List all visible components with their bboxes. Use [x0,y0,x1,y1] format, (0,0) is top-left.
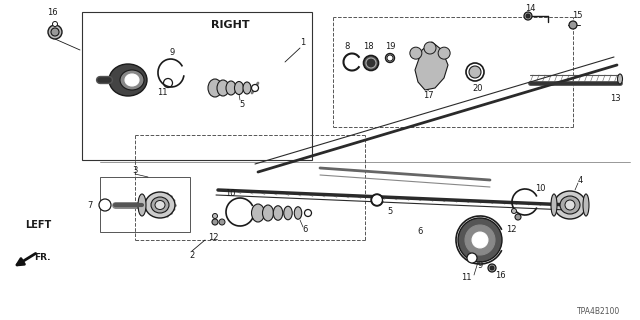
Ellipse shape [294,207,301,219]
Ellipse shape [385,53,394,62]
Ellipse shape [364,55,378,70]
Circle shape [51,28,59,36]
Text: 17: 17 [422,91,433,100]
Circle shape [472,232,488,248]
Circle shape [163,78,173,87]
Text: 12: 12 [506,226,516,235]
Circle shape [52,21,58,27]
Circle shape [515,214,521,220]
Text: 18: 18 [363,42,373,51]
Ellipse shape [273,206,283,220]
Polygon shape [415,42,448,90]
Ellipse shape [109,64,147,96]
Ellipse shape [305,210,312,217]
Text: 9: 9 [477,260,483,269]
Circle shape [371,195,383,205]
Text: 6: 6 [417,228,422,236]
Ellipse shape [120,70,144,90]
Bar [82,12,312,160]
Ellipse shape [366,58,376,68]
Text: 20: 20 [473,84,483,92]
Ellipse shape [155,201,165,210]
Text: 7: 7 [87,201,93,210]
Ellipse shape [565,200,575,210]
Ellipse shape [554,191,586,219]
Text: 15: 15 [572,11,582,20]
Circle shape [511,209,516,213]
Circle shape [490,266,494,270]
Ellipse shape [243,82,251,94]
Text: 14: 14 [525,4,535,12]
Ellipse shape [138,194,146,216]
Text: 10: 10 [535,183,545,193]
Ellipse shape [387,55,393,61]
Text: 1: 1 [300,37,306,46]
Text: 8: 8 [344,42,349,51]
Ellipse shape [125,74,139,86]
Text: 6: 6 [302,226,308,235]
Text: 13: 13 [610,93,620,102]
Circle shape [526,14,530,18]
Text: 16: 16 [47,7,58,17]
Text: TPA4B2100: TPA4B2100 [577,308,620,316]
Text: 4: 4 [577,175,582,185]
Circle shape [488,264,496,272]
Ellipse shape [551,194,557,216]
Circle shape [219,219,225,225]
Ellipse shape [217,80,229,96]
Text: FR.: FR. [34,253,51,262]
Text: 5: 5 [387,206,392,215]
Circle shape [410,47,422,59]
Circle shape [212,213,218,219]
Circle shape [569,21,577,29]
Ellipse shape [466,63,484,81]
Text: 3: 3 [132,165,138,174]
Ellipse shape [151,197,169,213]
Circle shape [424,42,436,54]
Ellipse shape [252,84,259,92]
Circle shape [458,218,502,262]
Bar [100,177,190,232]
Ellipse shape [208,79,222,97]
Circle shape [48,25,62,39]
Circle shape [467,253,477,263]
Ellipse shape [583,194,589,216]
Text: LEFT: LEFT [25,220,51,230]
Circle shape [438,47,450,59]
Text: 10: 10 [225,189,236,198]
Ellipse shape [618,74,623,84]
Circle shape [99,199,111,211]
Text: 16: 16 [495,271,506,281]
Circle shape [524,12,532,20]
Ellipse shape [234,82,243,94]
Circle shape [212,219,218,225]
Ellipse shape [226,81,236,95]
Ellipse shape [252,204,264,222]
Ellipse shape [262,205,273,221]
Text: 9: 9 [170,47,175,57]
Text: 12: 12 [208,234,218,243]
Text: RIGHT: RIGHT [211,20,250,30]
Ellipse shape [284,206,292,220]
Text: 2: 2 [189,251,195,260]
Ellipse shape [469,66,481,78]
Ellipse shape [145,192,175,218]
Text: 11: 11 [461,274,471,283]
Text: 11: 11 [157,87,167,97]
Ellipse shape [560,196,580,214]
Text: 5: 5 [239,100,244,108]
Text: 19: 19 [385,42,396,51]
Circle shape [465,225,495,255]
